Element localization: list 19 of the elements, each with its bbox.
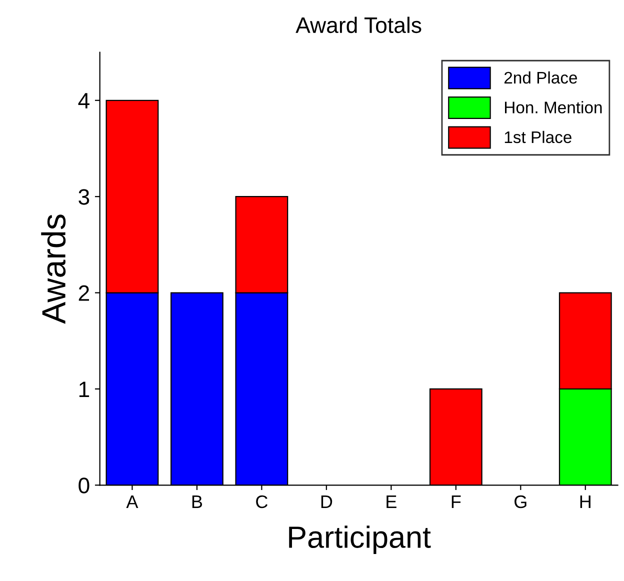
y-tick-label: 1: [79, 382, 90, 397]
y-tick-label: 2: [78, 285, 90, 301]
chart-title: Award Totals: [296, 16, 422, 34]
legend-label: 2nd Place: [504, 71, 578, 84]
y-axis-title: Awards: [41, 214, 66, 324]
x-tick-label: D: [321, 496, 332, 508]
x-tick-label: C: [256, 495, 268, 508]
x-tick-label: H: [580, 496, 590, 508]
y-tick-label: 4: [78, 93, 90, 108]
legend-label: 1st Place: [504, 130, 572, 144]
x-tick-label: E: [386, 496, 396, 508]
x-tick-label: G: [514, 495, 526, 508]
x-axis-title: Participant: [289, 526, 431, 554]
x-tick-label: B: [192, 496, 202, 508]
x-tick-label: F: [452, 496, 461, 508]
y-tick-label: 3: [78, 189, 90, 205]
legend-label: Hon. Mention: [505, 101, 602, 114]
x-tick-label: A: [126, 496, 138, 508]
y-tick-label: 0: [78, 478, 90, 494]
